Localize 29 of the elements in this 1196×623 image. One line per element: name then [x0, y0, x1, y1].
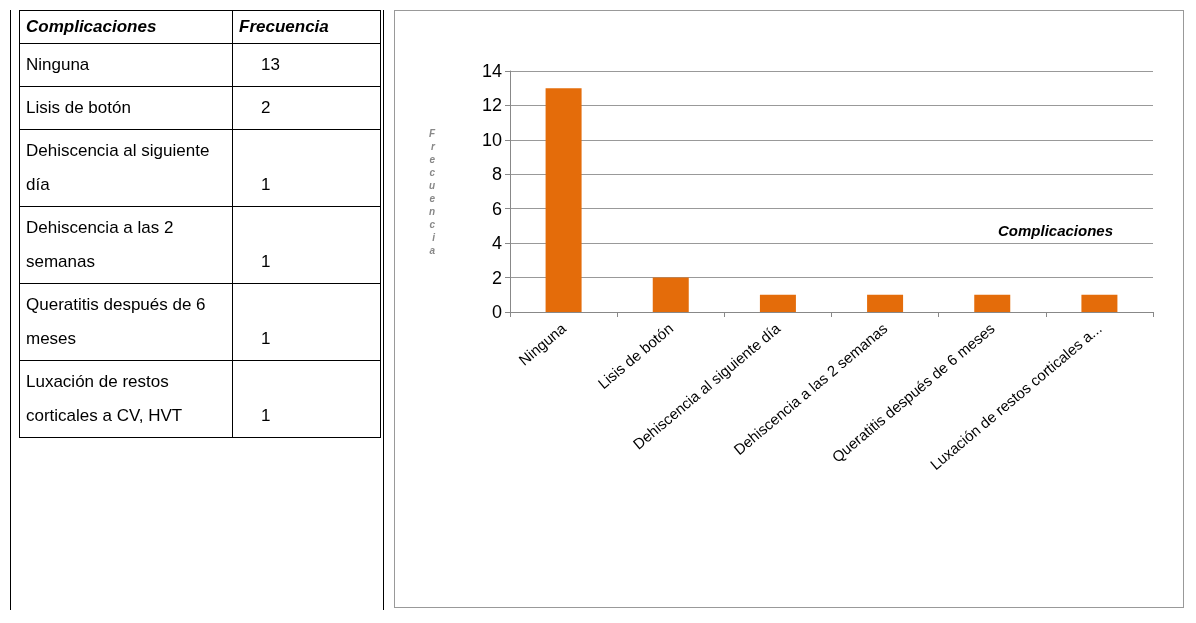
category-label: Ninguna — [19, 43, 233, 87]
category-label: Luxación de restos corticales a CV, HVT — [19, 360, 233, 438]
bar — [1081, 294, 1118, 312]
category-label: Dehiscencia a las 2 semanas — [19, 206, 233, 284]
data-label: 1 — [232, 129, 381, 207]
bar — [974, 294, 1011, 312]
bar — [759, 294, 796, 312]
bar — [652, 277, 689, 312]
text: Complicaciones — [19, 10, 233, 44]
y-tick-label: 10 — [481, 129, 502, 150]
y-tick-label: 0 — [491, 302, 502, 322]
bar — [867, 294, 904, 312]
text: Frecuencia — [428, 127, 435, 256]
y-tick-label: 8 — [491, 164, 502, 185]
category-label: Lisis de botón — [19, 86, 233, 130]
y-tick-label: 6 — [491, 198, 502, 219]
x-axis-title: Complicaciones — [997, 222, 1114, 239]
category-label: Dehiscencia al siguiente día — [19, 129, 233, 207]
y-tick-label: 14 — [481, 61, 502, 81]
y-tick-label: 12 — [481, 95, 502, 116]
data-label: 13 — [232, 43, 381, 87]
y-tick-label: 4 — [491, 233, 502, 254]
bar — [545, 88, 582, 312]
text: Frecuencia — [232, 10, 381, 44]
data-label: 1 — [232, 360, 381, 438]
data-label: 1 — [232, 206, 381, 284]
y-tick-label: 2 — [491, 267, 502, 288]
data-label: 2 — [232, 86, 381, 130]
data-label: 1 — [232, 283, 381, 361]
